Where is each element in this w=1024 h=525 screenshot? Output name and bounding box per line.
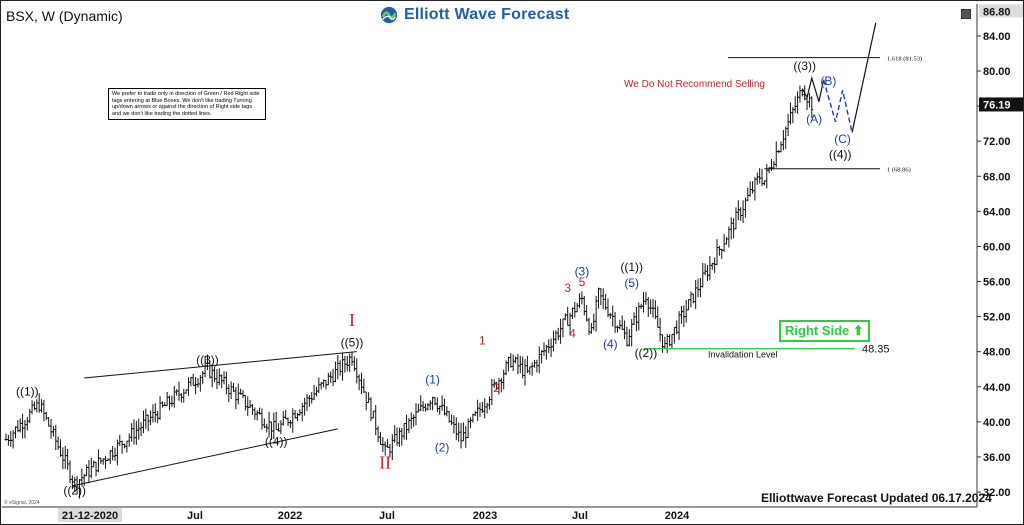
y-tick-label: 60.00 — [983, 241, 1011, 253]
current-price-tag — [979, 97, 1023, 112]
x-label-highlight — [58, 508, 122, 522]
wave-label: (5) — [624, 276, 639, 290]
top-value-tag — [979, 4, 1023, 18]
trading-note: We prefer to trade only in direction of … — [108, 88, 266, 120]
wave-label: ((4)) — [265, 435, 288, 449]
y-tick-label: 36.00 — [983, 452, 1011, 464]
y-tick-label: 72.00 — [983, 136, 1011, 148]
y-tick-label: 80.00 — [983, 66, 1011, 78]
y-tick-label: 32.00 — [983, 487, 1011, 499]
y-tick-label: 56.00 — [983, 277, 1011, 289]
wave-label: ((1)) — [620, 260, 643, 274]
x-tick-label: 2024 — [665, 510, 690, 522]
wave-label: ((3)) — [793, 59, 816, 73]
triangle-trendline — [84, 351, 357, 379]
ohlc-bars — [4, 85, 814, 499]
y-tick-label: 84.00 — [983, 31, 1011, 43]
x-tick-label: 2023 — [473, 510, 497, 522]
x-tick-label: Jul — [379, 510, 395, 522]
y-tick-label: 44.00 — [983, 382, 1011, 394]
triangle-trendline — [72, 428, 338, 487]
x-tick-label: Jul — [572, 510, 588, 522]
wave-label: (4) — [603, 337, 618, 351]
projection-dashed-path — [822, 79, 853, 133]
wave-label: 2 — [493, 381, 500, 395]
wave-label: (B) — [820, 74, 836, 88]
right-side-tag: Right Side ⬆ — [779, 320, 870, 342]
projection-path — [801, 75, 825, 102]
projection-up-path — [851, 22, 877, 133]
invalidation-caption: Invalidation Level — [708, 350, 778, 360]
wave-label: ((3)) — [196, 353, 219, 367]
warning-text: We Do Not Recommend Selling — [624, 79, 765, 90]
wave-label: II — [379, 452, 391, 472]
wave-label: 1 — [479, 334, 486, 348]
x-tick-label: 2022 — [278, 510, 302, 522]
wave-label: I — [349, 310, 355, 330]
top-value-label: 86.80 — [983, 6, 1011, 18]
settings-icon[interactable] — [961, 9, 971, 19]
symbol-title: BSX, W (Dynamic) — [6, 8, 123, 24]
copyright-text: © eSignal, 2024 — [4, 500, 40, 506]
wave-label: ((1)) — [16, 385, 39, 399]
x-tick-label: 21-12-2020 — [62, 510, 118, 522]
wave-label: (A) — [806, 112, 822, 126]
wave-label: ((2)) — [635, 346, 658, 360]
y-tick-label: 40.00 — [983, 417, 1011, 429]
wave-label: (2) — [435, 441, 450, 455]
y-tick-label: 64.00 — [983, 206, 1011, 218]
wave-label: ((5)) — [341, 335, 364, 349]
wave-label: 5 — [579, 275, 586, 289]
fib-level-label: 1 (68.86) — [887, 167, 911, 174]
wave-label: (C) — [834, 132, 851, 146]
wave-label: 3 — [564, 281, 571, 295]
x-tick-label: Jul — [187, 510, 203, 522]
wave-label: (1) — [425, 372, 440, 386]
y-tick-label: 52.00 — [983, 312, 1011, 324]
y-tick-label: 48.00 — [983, 347, 1011, 359]
fib-level-label: 1.618 (81.53) — [887, 56, 922, 63]
wave-logo-icon — [380, 6, 398, 24]
update-footer: Elliottwave Forecast Updated 06.17.2024 — [761, 491, 992, 505]
wave-label: ((4)) — [829, 148, 852, 162]
wave-label: ((2)) — [63, 484, 86, 498]
brand-logo: Elliott Wave Forecast — [380, 6, 569, 24]
wave-label: 4 — [569, 327, 576, 341]
y-tick-label: 68.00 — [983, 171, 1011, 183]
invalidation-value: 48.35 — [862, 344, 890, 356]
current-price-label: 76.19 — [983, 99, 1011, 111]
brand-name: Elliott Wave Forecast — [404, 6, 570, 23]
wave-label: (3) — [575, 264, 590, 278]
